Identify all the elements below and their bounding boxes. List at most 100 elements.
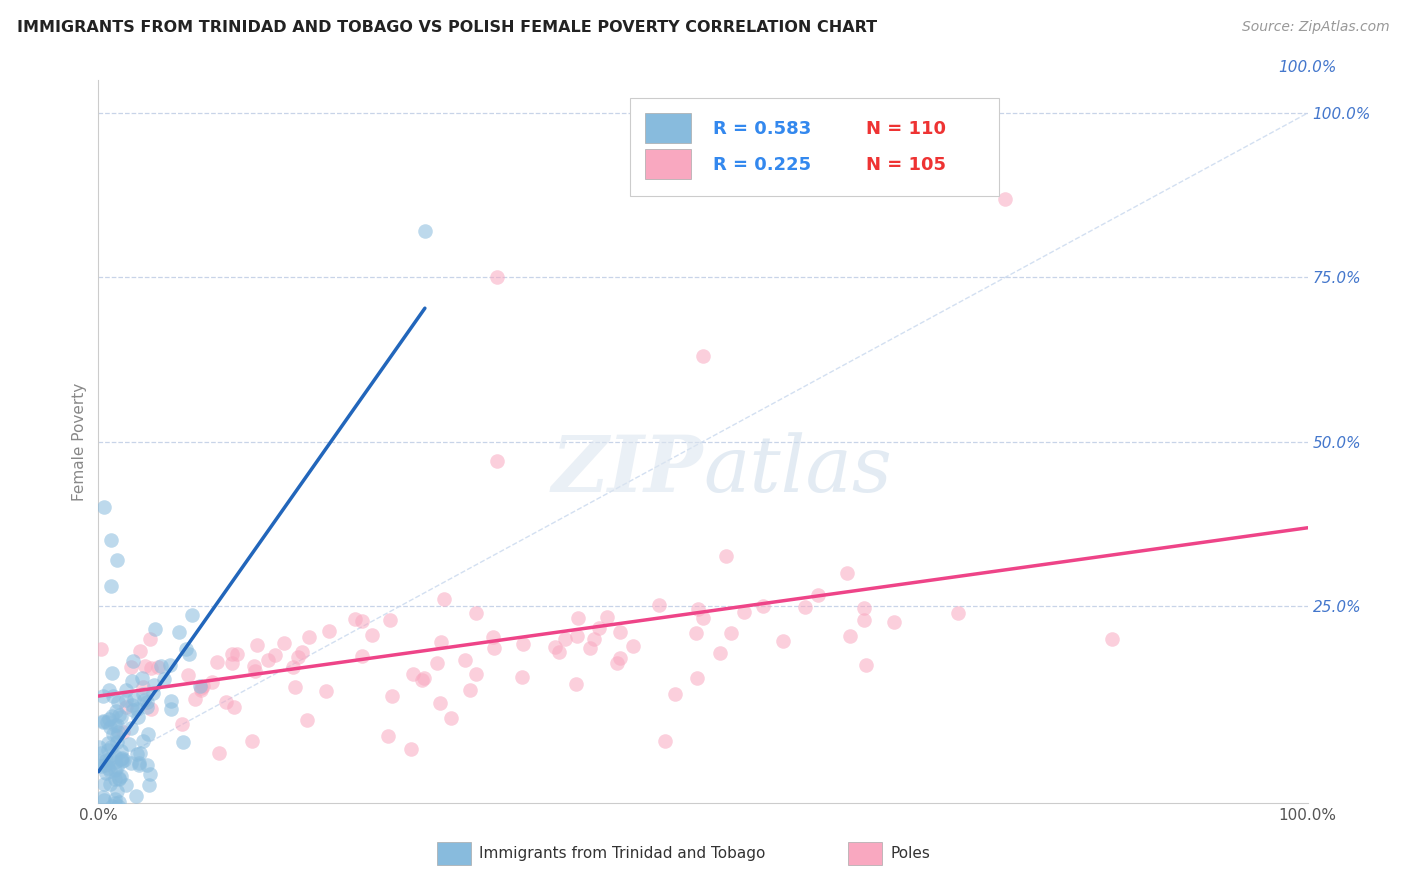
Point	[104, 796, 127, 810]
Point	[160, 702, 183, 716]
Point	[454, 653, 477, 667]
Point	[138, 778, 160, 792]
Point	[273, 636, 295, 650]
Point	[89, 822, 111, 837]
Point	[107, 725, 129, 739]
Point	[360, 628, 382, 642]
Point	[111, 725, 134, 739]
Point	[318, 624, 340, 638]
Text: atlas: atlas	[703, 433, 891, 508]
Point	[108, 707, 131, 722]
Point	[91, 789, 114, 804]
Point	[215, 695, 238, 709]
Point	[107, 695, 129, 709]
Point	[855, 658, 877, 673]
Point	[105, 783, 128, 797]
Point	[97, 736, 120, 750]
Point	[125, 747, 148, 761]
Point	[377, 729, 399, 743]
Point	[177, 648, 200, 662]
Point	[177, 667, 200, 681]
Point	[135, 695, 157, 709]
Point	[97, 683, 120, 698]
Point	[315, 684, 337, 698]
Point	[104, 717, 127, 731]
Point	[100, 740, 122, 755]
Point	[484, 640, 506, 655]
Point	[160, 694, 183, 708]
Point	[120, 660, 142, 674]
Point	[93, 500, 115, 515]
Point	[1101, 632, 1123, 646]
Point	[114, 700, 136, 714]
Point	[692, 349, 714, 363]
Point	[125, 789, 148, 803]
Point	[110, 710, 132, 724]
Point	[107, 771, 129, 785]
Point	[352, 649, 374, 664]
Point	[295, 714, 318, 728]
Point	[115, 779, 138, 793]
Point	[181, 607, 204, 622]
Point	[807, 587, 830, 601]
Point	[96, 714, 118, 729]
Point	[100, 665, 122, 680]
Point	[108, 772, 131, 786]
Point	[207, 655, 229, 669]
Point	[243, 664, 266, 678]
Point	[107, 735, 129, 749]
Point	[89, 754, 111, 768]
Point	[143, 678, 166, 692]
Point	[87, 820, 110, 834]
Point	[100, 533, 122, 547]
Point	[94, 765, 117, 780]
Point	[170, 717, 193, 731]
Point	[105, 759, 128, 773]
Point	[344, 611, 367, 625]
Point	[567, 629, 589, 643]
Point	[263, 648, 285, 662]
Point	[121, 698, 143, 712]
Point	[486, 270, 509, 285]
Point	[242, 734, 264, 748]
Point	[153, 672, 176, 686]
Point	[291, 645, 314, 659]
Point	[554, 632, 576, 646]
Point	[104, 792, 127, 806]
Point	[402, 667, 425, 681]
Point	[87, 823, 110, 838]
Text: ZIP: ZIP	[551, 433, 703, 508]
Point	[426, 657, 449, 671]
Point	[297, 630, 319, 644]
Point	[883, 615, 905, 629]
Point	[482, 630, 505, 644]
Point	[105, 717, 128, 731]
Point	[752, 599, 775, 613]
Text: Poles: Poles	[890, 846, 931, 861]
Point	[544, 640, 567, 655]
Point	[381, 690, 404, 704]
Point	[135, 757, 157, 772]
Point	[609, 650, 631, 665]
Point	[129, 643, 152, 657]
Point	[190, 682, 212, 697]
Point	[145, 622, 167, 636]
Point	[411, 673, 433, 688]
Point	[169, 624, 191, 639]
Point	[648, 599, 671, 613]
Point	[98, 777, 121, 791]
Point	[121, 674, 143, 689]
Point	[465, 666, 488, 681]
Point	[692, 611, 714, 625]
Point	[131, 671, 153, 685]
Point	[91, 714, 114, 729]
Point	[201, 675, 224, 690]
Point	[793, 599, 815, 614]
Point	[583, 632, 606, 646]
Point	[91, 689, 114, 703]
Point	[89, 815, 111, 830]
Point	[105, 704, 128, 718]
Point	[98, 713, 121, 727]
Point	[548, 645, 571, 659]
Point	[413, 224, 436, 238]
